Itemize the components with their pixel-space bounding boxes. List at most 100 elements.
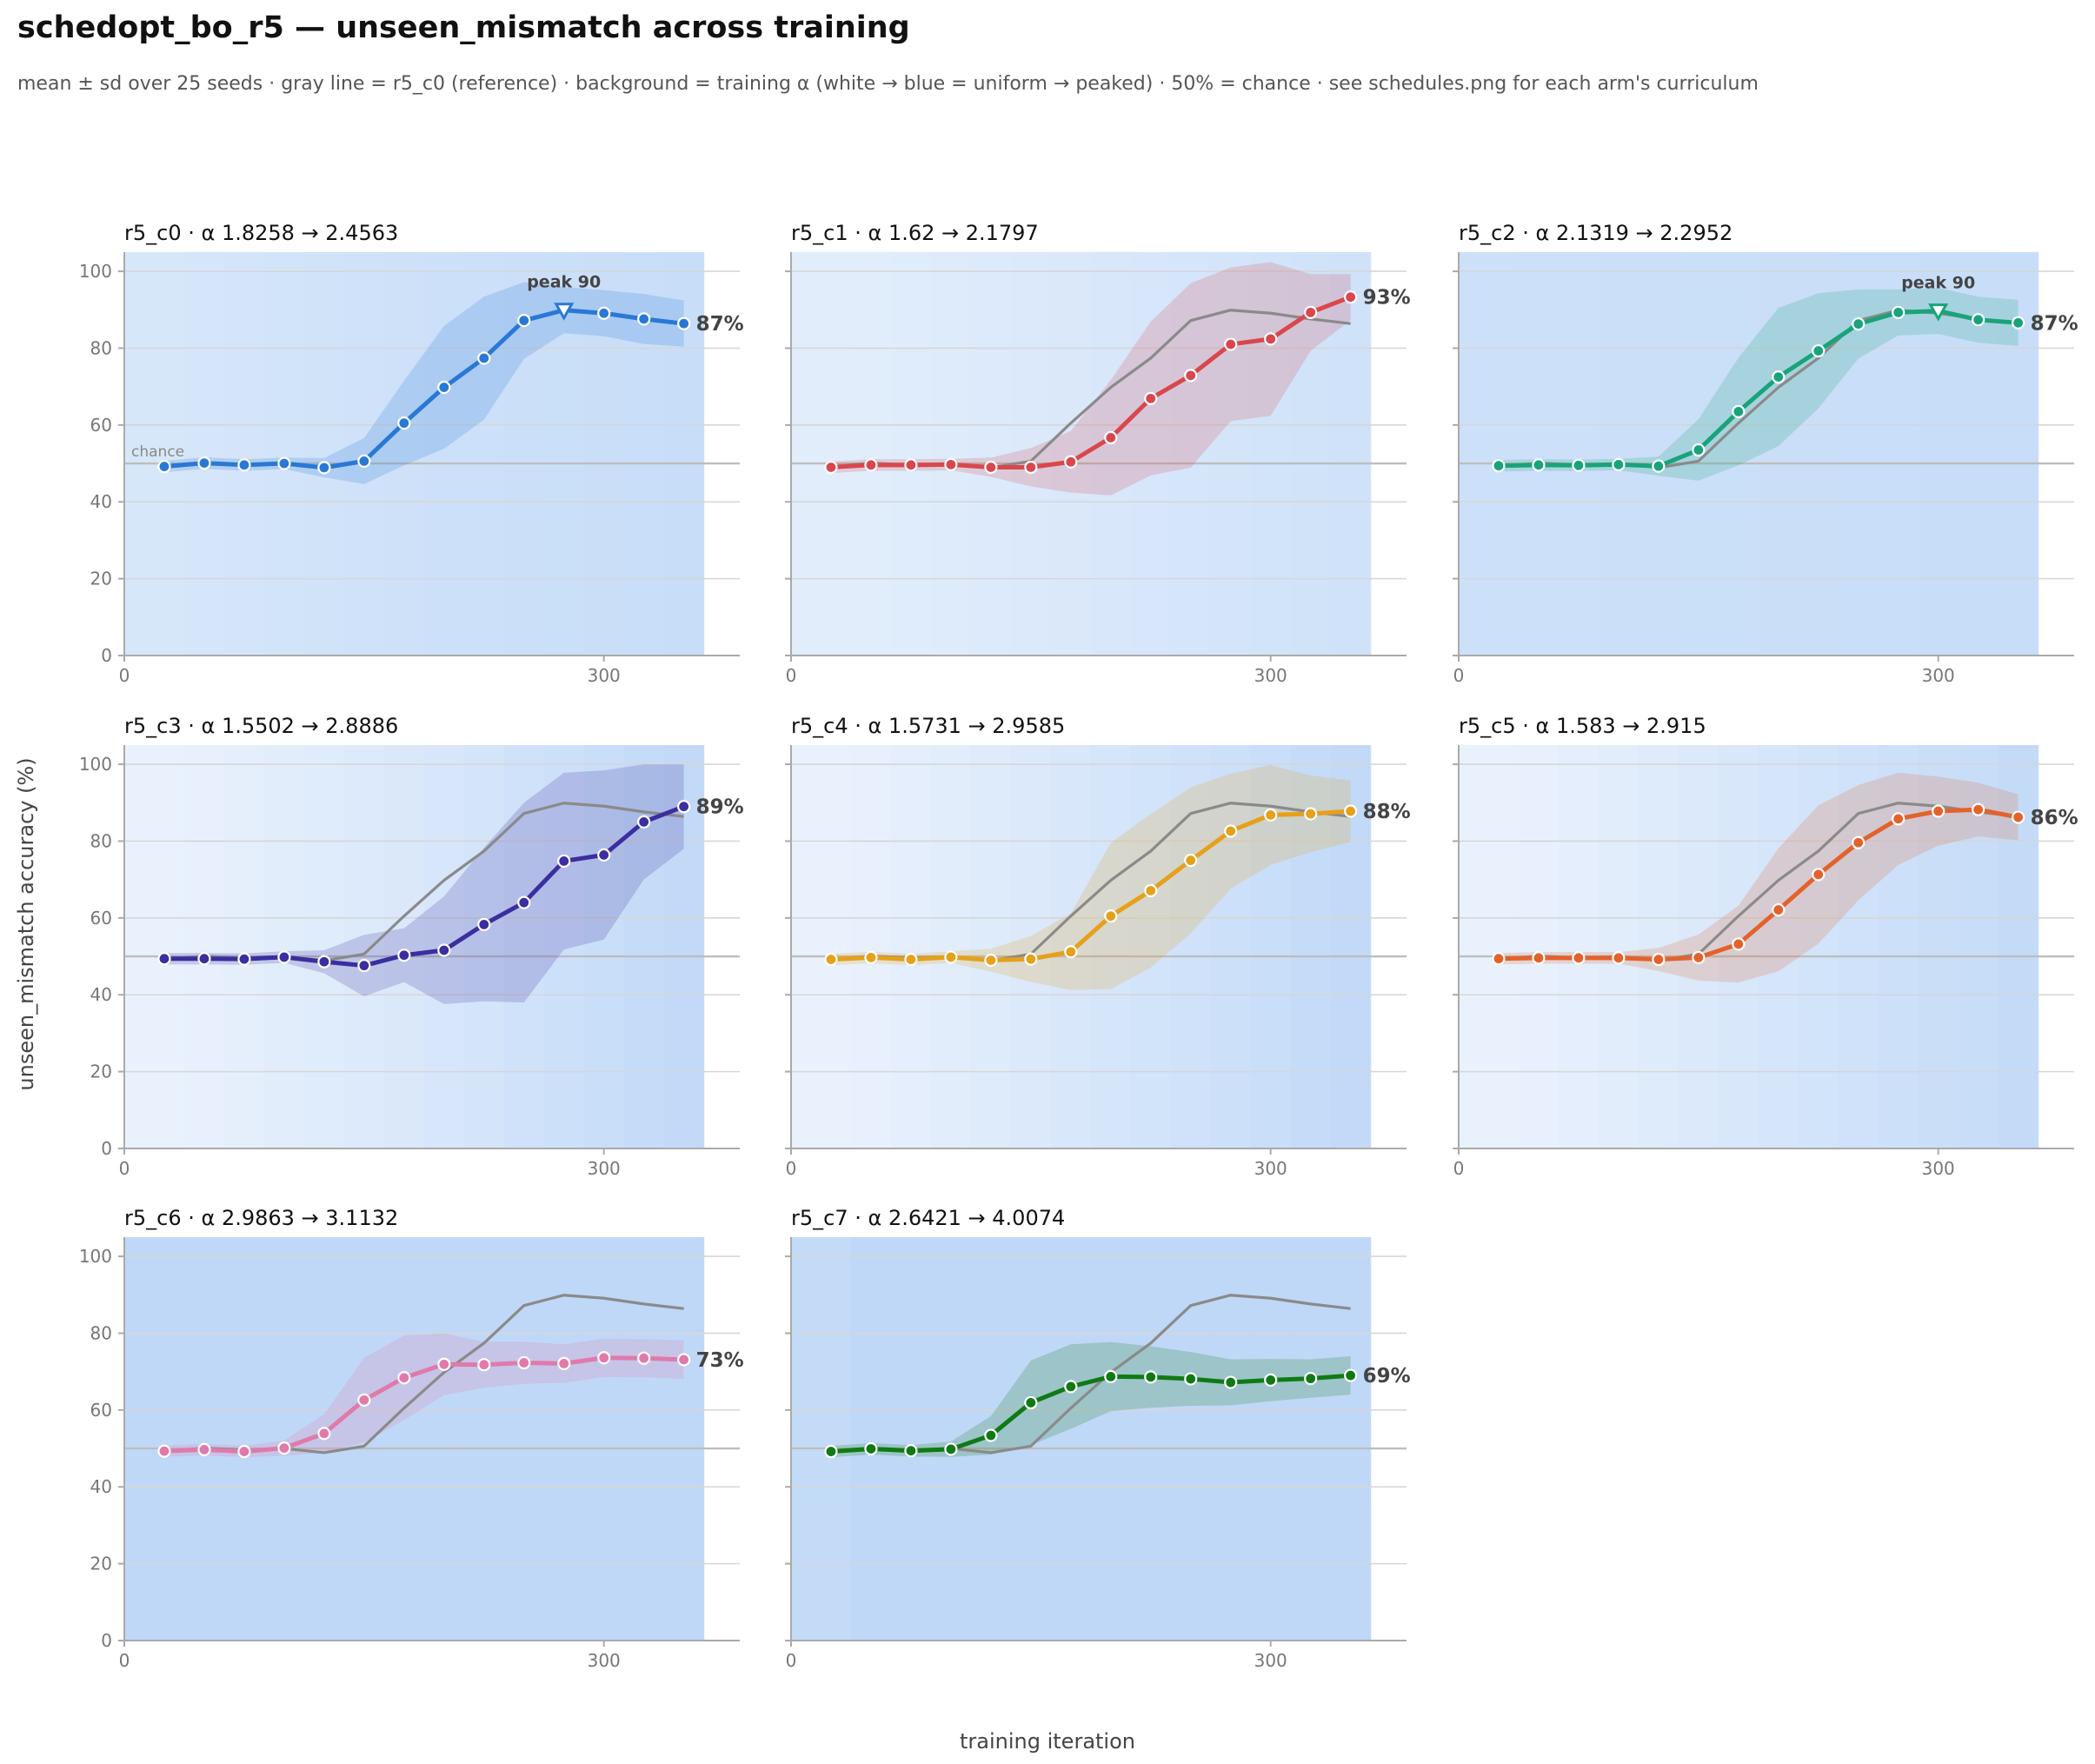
y-ticks xyxy=(1453,270,1459,656)
data-point xyxy=(984,460,998,475)
data-point xyxy=(277,456,291,470)
alpha-segment xyxy=(1210,1237,1252,1641)
data-point xyxy=(904,1444,918,1458)
data-point xyxy=(477,351,491,365)
alpha-segment xyxy=(1290,1237,1332,1641)
y-axis-label: unseen_mismatch accuracy (%) xyxy=(14,757,38,1090)
y-tick-label: 60 xyxy=(90,908,112,929)
gridlines xyxy=(124,1255,740,1565)
data-point xyxy=(1184,853,1198,868)
alpha-segment xyxy=(423,252,465,656)
data-point xyxy=(1692,443,1706,457)
data-point xyxy=(1064,1380,1078,1394)
figure-title: schedopt_bo_r5 — unseen_mismatch across … xyxy=(17,10,910,45)
x-tick-label: 300 xyxy=(1254,665,1287,686)
series-line-r5_c3 xyxy=(163,804,685,969)
data-points xyxy=(824,1368,1358,1459)
alpha-background xyxy=(124,745,705,1148)
data-point xyxy=(1104,909,1118,923)
data-point xyxy=(944,457,958,471)
peak-marker xyxy=(554,303,575,321)
alpha-segment xyxy=(1130,252,1172,656)
data-point xyxy=(864,1441,878,1456)
alpha-segment xyxy=(930,252,972,656)
data-point xyxy=(437,943,451,957)
data-points xyxy=(157,800,691,973)
alpha-segment xyxy=(543,745,585,1148)
alpha-segment xyxy=(503,1237,545,1641)
data-point xyxy=(984,953,998,968)
data-points xyxy=(157,306,691,475)
data-point xyxy=(597,848,611,862)
panel-r5_c2: peak 90 87% 0 300 r5_c2 · α 2.1319 → 2.2952 xyxy=(1453,221,2078,686)
data-point xyxy=(1532,458,1546,472)
data-point xyxy=(1264,1373,1278,1387)
panel-r5_c0: chance peak 90 87% 0 20 40 60 80 100 0 300 r5_c0 · … xyxy=(79,221,744,686)
data-point xyxy=(2012,316,2025,330)
alpha-segment xyxy=(1010,745,1052,1148)
alpha-segment xyxy=(1598,745,1639,1148)
x-tick-label: 300 xyxy=(588,1650,621,1671)
x-tick-label: 0 xyxy=(1453,1158,1465,1179)
sd-band xyxy=(1498,288,2019,481)
peak-marker xyxy=(1928,303,1949,322)
alpha-segment xyxy=(1678,745,1719,1148)
data-points xyxy=(824,804,1358,968)
y-ticks: 0 20 40 60 80 100 xyxy=(79,261,124,666)
data-point xyxy=(397,1371,411,1385)
data-point xyxy=(1492,952,1506,966)
x-tick-label: 0 xyxy=(119,665,130,686)
data-point xyxy=(1652,952,1666,967)
end-label: 88% xyxy=(1363,801,1411,823)
alpha-segment xyxy=(1758,252,1799,656)
end-label: 69% xyxy=(1363,1365,1411,1388)
data-point xyxy=(197,456,211,470)
alpha-segment xyxy=(183,252,225,656)
data-point xyxy=(944,1442,958,1456)
y-ticks xyxy=(1453,763,1459,1149)
alpha-segment xyxy=(543,1237,585,1641)
peak-label: peak 90 xyxy=(1901,274,1975,293)
alpha-segment xyxy=(1518,252,1560,656)
y-tick-label: 40 xyxy=(90,984,112,1005)
alpha-segment xyxy=(1050,1237,1092,1641)
alpha-segment xyxy=(223,1237,265,1641)
y-tick-label: 0 xyxy=(101,1630,112,1651)
data-point xyxy=(517,895,531,909)
alpha-segment xyxy=(890,252,932,656)
data-points xyxy=(1492,305,2025,473)
y-tick-label: 40 xyxy=(90,1476,112,1497)
data-point xyxy=(517,314,531,328)
data-point xyxy=(557,854,571,869)
data-point xyxy=(1772,370,1786,384)
series-line-r5_c2 xyxy=(1498,309,2019,469)
data-point xyxy=(1852,317,1866,331)
gridlines xyxy=(791,270,1407,580)
data-point xyxy=(1892,305,1905,319)
data-point xyxy=(477,1358,491,1372)
data-point xyxy=(1612,457,1626,471)
panel-r5_c1: 93% 0 300 r5_c1 · α 1.62 → 2.1797 xyxy=(785,221,1411,686)
end-label: 86% xyxy=(2031,807,2078,829)
alpha-segment xyxy=(343,745,385,1148)
alpha-segment xyxy=(263,252,305,656)
alpha-segment xyxy=(343,1237,385,1641)
panel-r5_c6: 73% 0 20 40 60 80 100 0 300 r5_c6 · α 2.9863 → 3.… xyxy=(79,1206,744,1671)
alpha-segment xyxy=(263,745,305,1148)
panel-title: r5_c2 · α 2.1319 → 2.2952 xyxy=(1459,221,1733,245)
x-tick-label: 0 xyxy=(119,1158,130,1179)
end-label: 87% xyxy=(2031,312,2078,335)
data-point xyxy=(397,416,411,430)
alpha-segment xyxy=(1090,252,1132,656)
series-line-r5_c0 xyxy=(163,308,684,470)
x-tick-label: 300 xyxy=(1922,1158,1955,1179)
y-tick-label: 80 xyxy=(90,830,112,851)
alpha-segment xyxy=(890,745,932,1148)
data-point xyxy=(1572,458,1586,472)
y-tick-label: 100 xyxy=(79,754,112,775)
data-points xyxy=(1492,802,2025,967)
y-tick-label: 100 xyxy=(79,1246,112,1267)
alpha-segment xyxy=(1090,1237,1132,1641)
y-tick-label: 20 xyxy=(90,569,112,589)
data-point xyxy=(1184,1372,1198,1386)
